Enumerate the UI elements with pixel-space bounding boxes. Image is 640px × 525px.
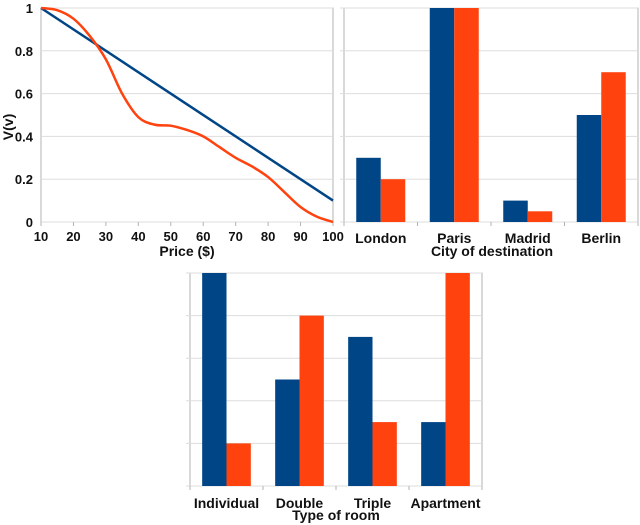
x-axis-label-room: Type of room <box>292 507 380 523</box>
bar-madrid-series-2 <box>527 211 553 222</box>
bar-berlin-series-1 <box>576 115 602 222</box>
x-tick-label: 50 <box>164 229 178 244</box>
x-tick-label: 60 <box>196 229 210 244</box>
x-axis-label-city: City of destination <box>431 243 553 259</box>
bar-individual-series-2 <box>226 443 251 486</box>
bar-chart-city: London Paris Madrid Berlin <box>340 7 639 246</box>
y-tick-label: 1 <box>26 1 33 16</box>
bar-apartment-series-2 <box>445 273 470 486</box>
y-tick-label: 0.4 <box>15 129 34 144</box>
x-tick-label: 80 <box>261 229 275 244</box>
bar-paris-series-1 <box>429 8 455 222</box>
category-label: Triple <box>354 495 392 511</box>
bar-double-series-2 <box>299 315 324 486</box>
bar-chart-room: Individual Double Triple Apartment <box>186 272 483 511</box>
y-tick-label: 0.6 <box>15 87 33 102</box>
bar-berlin-series-2 <box>601 72 626 222</box>
category-label: London <box>355 230 406 246</box>
bar-double-series-1 <box>275 379 300 486</box>
category-label: Apartment <box>410 495 480 511</box>
category-label: Berlin <box>581 230 621 246</box>
y-axis-label-vv: V(v) <box>0 114 16 140</box>
x-tick-label: 20 <box>66 229 80 244</box>
category-label: Paris <box>437 230 471 246</box>
bar-apartment-series-1 <box>421 422 446 486</box>
y-tick-label: 0.2 <box>15 172 33 187</box>
y-tick-label: 0 <box>26 215 33 230</box>
category-label: Madrid <box>505 230 551 246</box>
bar-paris-series-2 <box>454 8 479 222</box>
x-tick-label: 90 <box>293 229 307 244</box>
bar-madrid-series-1 <box>503 200 528 222</box>
series-line-2 <box>40 6 334 224</box>
x-tick-label: 40 <box>131 229 145 244</box>
bar-triple-series-2 <box>372 422 397 486</box>
bar-individual-series-1 <box>202 273 227 486</box>
x-axis-label-price: Price ($) <box>159 243 214 259</box>
x-tick-label: 30 <box>99 229 113 244</box>
bar-triple-series-1 <box>348 336 373 486</box>
series-line-1 <box>40 6 334 202</box>
category-label: Individual <box>194 495 259 511</box>
bar-london-series-1 <box>356 157 381 222</box>
x-tick-label: 100 <box>322 229 344 244</box>
category-label: Double <box>276 495 324 511</box>
line-chart-price: 0 0.2 0.4 0.6 0.8 1 10 20 30 40 50 60 70 80 90 100 <box>15 1 344 244</box>
bar-london-series-2 <box>380 179 406 222</box>
x-tick-label: 70 <box>228 229 242 244</box>
x-tick-label: 10 <box>34 229 48 244</box>
y-tick-label: 0.8 <box>15 44 33 59</box>
plot-frame <box>40 7 334 223</box>
